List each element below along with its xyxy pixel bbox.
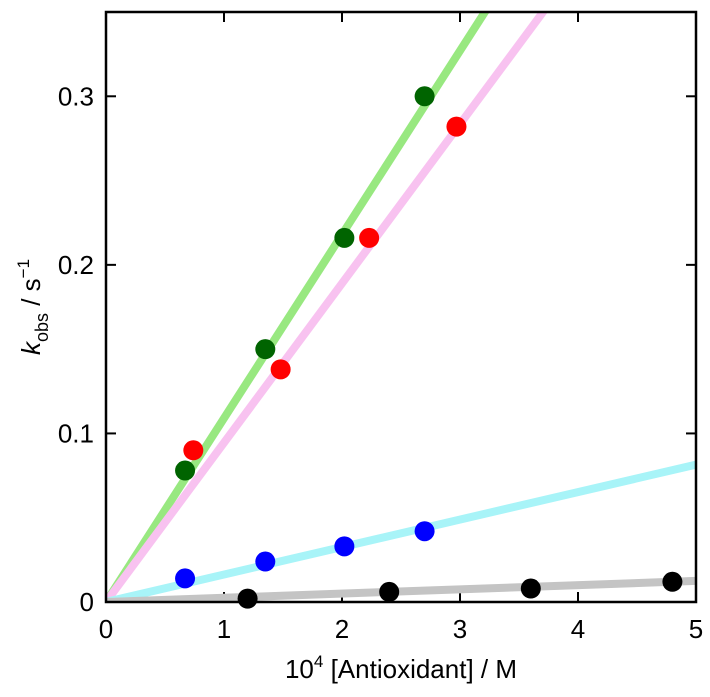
data-point-series-4 bbox=[237, 588, 258, 609]
y-tick-label: 0.1 bbox=[58, 418, 94, 448]
fit-line-series-2 bbox=[106, 12, 549, 602]
y-axis-label: kobs / s−1 bbox=[14, 259, 52, 355]
y-axis-label-k: k bbox=[16, 340, 46, 355]
x-tick-labels: 0 1 2 3 4 5 bbox=[99, 614, 703, 644]
x-tick-label: 0 bbox=[99, 614, 113, 644]
y-tick-label: 0 bbox=[80, 587, 94, 617]
fit-lines bbox=[106, 12, 696, 602]
data-point-series-3 bbox=[255, 551, 276, 572]
x-axis-label: 104 [Antioxidant] / M bbox=[285, 652, 517, 684]
fit-line-series-4 bbox=[106, 576, 696, 602]
x-tick-label: 2 bbox=[335, 614, 349, 644]
data-point-series-2 bbox=[446, 116, 467, 137]
x-tick-label: 5 bbox=[689, 614, 703, 644]
data-point-series-2 bbox=[183, 440, 204, 461]
fit-line-series-3 bbox=[106, 460, 696, 602]
y-tick-label: 0.2 bbox=[58, 250, 94, 280]
x-tick-label: 4 bbox=[571, 614, 585, 644]
data-point-series-3 bbox=[414, 521, 435, 542]
x-tick-label: 3 bbox=[453, 614, 467, 644]
data-point-series-3 bbox=[334, 536, 355, 557]
fit-line-series-1 bbox=[106, 12, 490, 602]
data-point-series-4 bbox=[520, 578, 541, 599]
y-tick-label: 0.3 bbox=[58, 81, 94, 111]
x-axis-label-base: 10 bbox=[285, 654, 314, 684]
data-point-series-1 bbox=[175, 460, 196, 481]
tick-marks bbox=[105, 12, 697, 603]
y-axis-label-subscript: obs bbox=[32, 313, 52, 342]
data-point-series-1 bbox=[255, 339, 276, 360]
data-points bbox=[175, 86, 683, 609]
plot-frame bbox=[104, 10, 698, 604]
data-point-series-2 bbox=[359, 227, 380, 248]
data-point-series-1 bbox=[334, 227, 355, 248]
data-point-series-1 bbox=[414, 86, 435, 107]
data-point-series-3 bbox=[175, 568, 196, 589]
x-tick-label: 1 bbox=[217, 614, 231, 644]
data-point-series-4 bbox=[662, 571, 683, 592]
x-axis-label-exponent: 4 bbox=[314, 652, 323, 671]
data-point-series-2 bbox=[270, 359, 291, 380]
y-tick-labels: 0 0.1 0.2 0.3 bbox=[58, 81, 94, 617]
x-axis-label-text: [Antioxidant] / M bbox=[323, 654, 517, 684]
data-point-series-4 bbox=[379, 581, 400, 602]
y-axis-label-unit: / s bbox=[16, 278, 46, 313]
y-axis-label-exponent: −1 bbox=[14, 259, 33, 278]
